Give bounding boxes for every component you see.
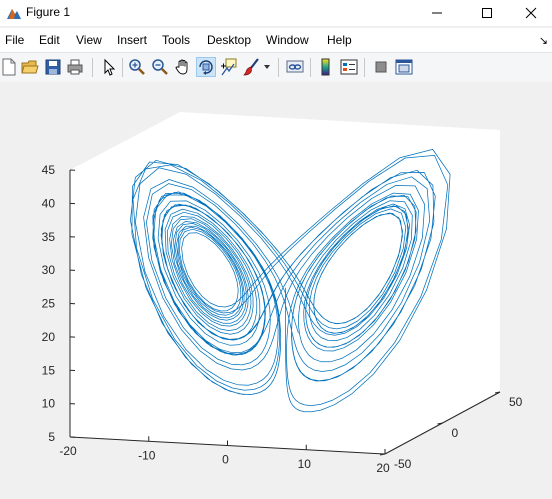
brush-icon[interactable] [243,58,261,76]
x-tick-label: 10 [298,457,312,471]
toolbar-separator [122,58,123,77]
minimize-button[interactable] [414,0,460,26]
menu-window[interactable]: Window [266,33,309,47]
y-tick-label: 0 [452,426,459,440]
insert-legend-icon[interactable] [340,58,358,76]
new-figure-icon[interactable] [0,58,18,76]
x-tick-label: -20 [59,444,77,458]
matlab-figure-icon [6,5,22,21]
toolbar-separator [278,58,279,77]
edit-plot-arrow-icon[interactable] [100,58,118,76]
pan-hand-icon[interactable] [174,58,192,76]
save-icon[interactable] [44,58,62,76]
x-tick-label: 0 [222,453,229,467]
zoom-in-icon[interactable] [128,58,146,76]
title-bar: Figure 1 [0,0,552,26]
hide-plot-tools-icon[interactable] [372,58,390,76]
menu-desktop[interactable]: Desktop [207,33,251,47]
z-tick-label: 30 [42,263,56,277]
z-tick-label: 10 [42,397,56,411]
toolbar-separator [92,58,93,77]
open-file-icon[interactable] [21,58,39,76]
data-cursor-icon[interactable] [220,58,238,76]
menu-help[interactable]: Help [327,33,352,47]
menu-bar: File Edit View Insert Tools Desktop Wind… [0,28,552,52]
maximize-icon [481,7,493,19]
z-tick-label: 40 [42,196,56,210]
x-tick-label: 20 [376,461,390,475]
menu-edit[interactable]: Edit [39,33,60,47]
y-tick-label: -50 [394,457,412,471]
z-tick-label: 35 [42,230,56,244]
insert-colorbar-icon[interactable] [317,58,335,76]
y-tick-label: 50 [509,395,523,409]
print-icon[interactable] [66,58,84,76]
toolbar-separator [364,58,365,77]
zoom-out-icon[interactable] [151,58,169,76]
link-plot-icon[interactable] [286,58,304,76]
close-icon [525,7,537,19]
figure-canvas[interactable]: 5 10 15 20 25 30 35 40 45 -20 -10 0 10 20 -50 0 50 [0,82,552,494]
z-tick-label: 25 [42,297,56,311]
maximize-button[interactable] [464,0,510,26]
axes-background [70,112,500,454]
show-plot-tools-icon[interactable] [395,58,413,76]
x-tick-label: -10 [138,448,156,462]
minimize-icon [431,7,443,19]
z-tick-label: 45 [42,163,56,177]
figure-toolbar [0,52,552,83]
z-tick-label: 5 [48,430,55,444]
menu-insert[interactable]: Insert [117,33,147,47]
menu-tools[interactable]: Tools [162,33,190,47]
brush-dropdown-icon[interactable] [263,64,271,70]
dock-arrow-icon[interactable]: ↘ [539,34,548,47]
close-button[interactable] [508,0,552,26]
z-tick-label: 15 [42,363,56,377]
menu-view[interactable]: View [76,33,102,47]
window-title: Figure 1 [26,5,70,19]
toolbar-separator [310,58,311,77]
z-tick-label: 20 [42,330,56,344]
axes-3d[interactable]: 5 10 15 20 25 30 35 40 45 -20 -10 0 10 20 -50 0 50 [0,82,552,494]
menu-file[interactable]: File [5,33,24,47]
rotate-3d-icon[interactable] [197,58,215,76]
